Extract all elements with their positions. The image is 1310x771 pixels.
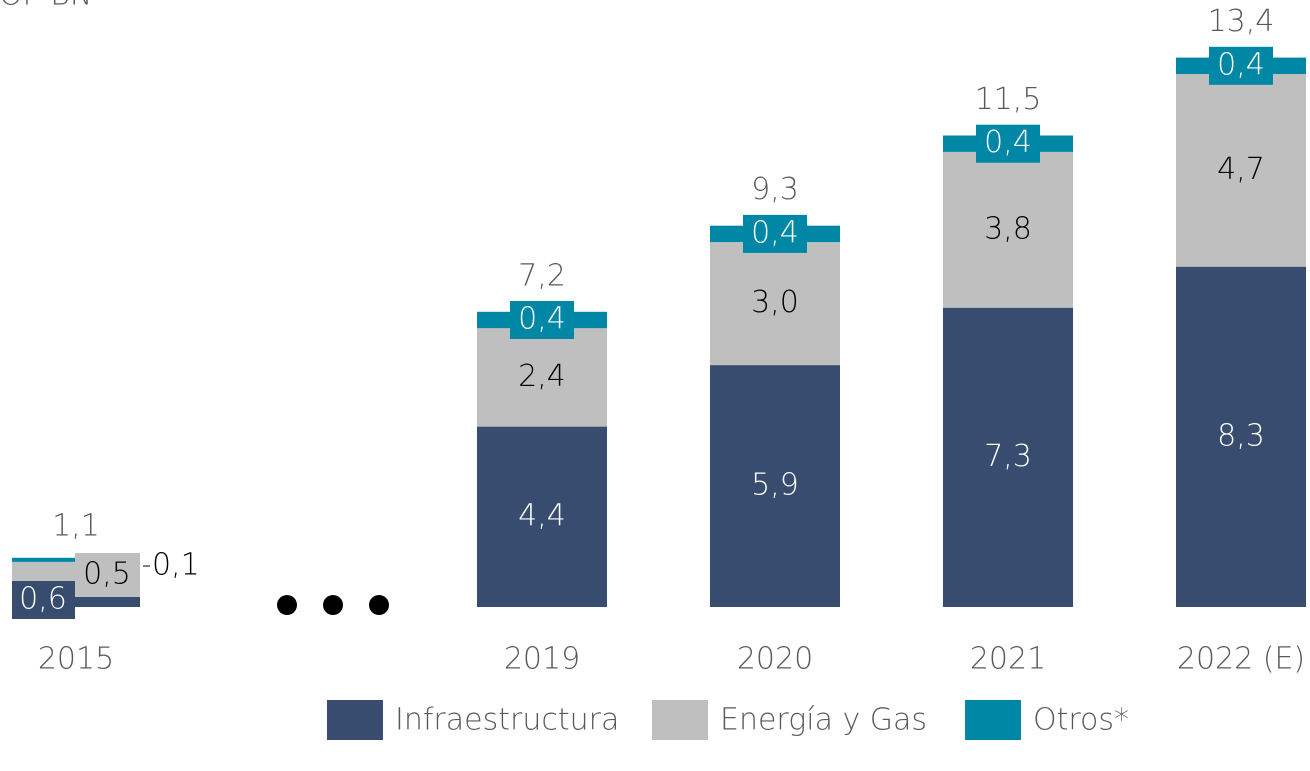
label-box: [1209, 46, 1273, 85]
bar-segment: [710, 242, 840, 366]
ellipsis-dot: [277, 595, 297, 615]
x-tick-label: 2021: [970, 642, 1046, 677]
label-box: [510, 301, 574, 339]
x-tick-label: 2020: [737, 642, 813, 677]
value-label: 0,1: [152, 548, 200, 583]
bar-segment: [477, 328, 607, 427]
legend-swatch: [965, 700, 1021, 740]
legend-swatch: [652, 700, 708, 740]
value-label: 0,5: [83, 557, 131, 592]
total-label: 7,2: [518, 258, 566, 293]
bar-segment: [477, 426, 607, 607]
bar-segment: [1176, 74, 1306, 267]
label-box: [976, 124, 1040, 163]
legend-label: Energía y Gas: [720, 703, 927, 738]
label-box: [743, 214, 807, 253]
value-label: 7,3: [984, 439, 1032, 474]
x-tick-label: 2019: [504, 642, 580, 677]
value-label: 2,4: [518, 359, 566, 394]
legend-swatch: [327, 700, 383, 740]
value-label: 4,7: [1217, 152, 1265, 187]
value-label: 3,0: [751, 285, 799, 320]
value-label: 0,6: [19, 582, 67, 617]
value-label: 0,4: [751, 215, 799, 250]
x-tick-label: 2015: [38, 642, 114, 677]
unit-label: COP BN: [0, 0, 92, 13]
value-label: 5,9: [751, 468, 799, 503]
total-label: 13,4: [1208, 4, 1275, 39]
value-label: 0,4: [1217, 47, 1265, 82]
label-box: [75, 553, 140, 597]
ellipsis-dot: [323, 595, 343, 615]
x-tick-label: 2022 (E): [1177, 642, 1305, 677]
value-label: 3,8: [984, 211, 1032, 246]
bar-segment: [710, 365, 840, 607]
legend-label: Otros*: [1033, 703, 1129, 738]
label-box: [12, 581, 75, 619]
total-label: 1,1: [52, 508, 100, 543]
value-label: 8,3: [1217, 418, 1265, 453]
ellipsis-dot: [369, 595, 389, 615]
value-label: 0,4: [518, 302, 566, 337]
value-label: 4,4: [518, 498, 566, 533]
total-label: 9,3: [751, 172, 799, 207]
bar-segment: [943, 151, 1073, 308]
value-label: 0,4: [984, 125, 1032, 160]
bar-segment: [1176, 266, 1306, 607]
bar-segment: [943, 307, 1073, 607]
legend-label: Infraestructura: [395, 703, 619, 738]
total-label: 11,5: [975, 82, 1042, 117]
